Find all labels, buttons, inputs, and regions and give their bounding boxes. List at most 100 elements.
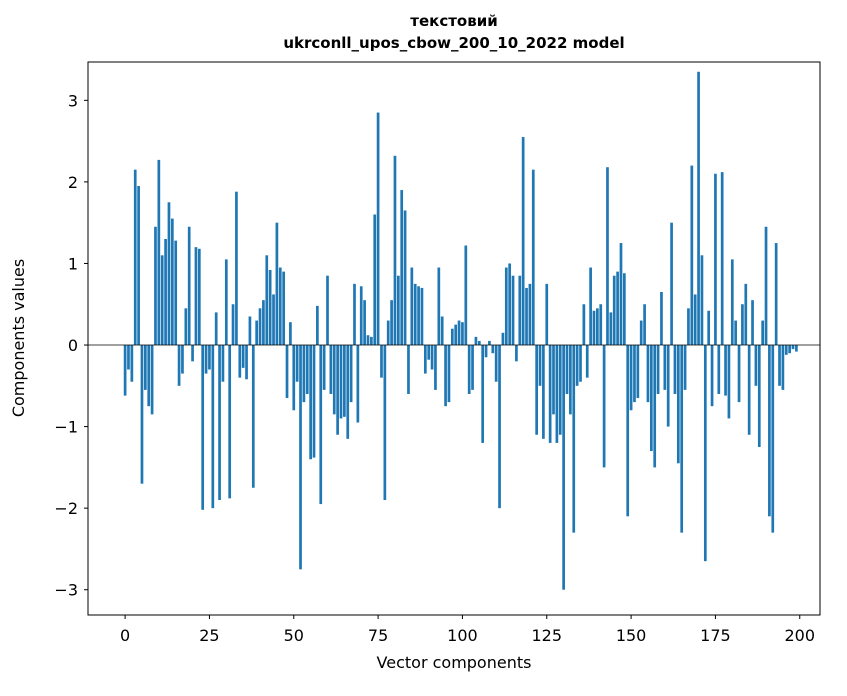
bar: [228, 345, 232, 499]
bar: [791, 345, 795, 350]
bar: [606, 167, 609, 346]
bar: [690, 165, 694, 346]
bar: [238, 345, 242, 378]
bar: [498, 345, 501, 509]
bar: [700, 255, 704, 346]
bar: [123, 345, 127, 396]
bar: [562, 345, 565, 590]
bar: [525, 287, 528, 346]
bar: [504, 267, 508, 346]
bar: [275, 222, 279, 346]
bar: [727, 345, 731, 419]
bar: [673, 345, 677, 394]
bar: [235, 191, 238, 346]
bar: [649, 345, 653, 452]
bar: [349, 345, 353, 403]
bar: [609, 312, 613, 346]
bar: [410, 267, 414, 346]
bar: [127, 345, 130, 370]
bar: [454, 324, 458, 346]
bar: [676, 345, 680, 464]
x-tick-label: 50: [284, 626, 304, 645]
bar: [278, 267, 282, 346]
bar: [197, 248, 201, 346]
bar: [194, 247, 198, 346]
bar: [295, 345, 299, 382]
bar: [585, 345, 589, 378]
bar: [245, 345, 248, 380]
bar: [646, 345, 650, 403]
x-axis-label: Vector components: [377, 653, 532, 672]
bar: [764, 226, 768, 346]
bar: [582, 304, 586, 346]
bar: [599, 304, 603, 346]
bar: [144, 345, 147, 390]
x-tick-label: 150: [616, 626, 647, 645]
bar: [734, 320, 738, 346]
bar: [741, 304, 744, 346]
bar: [417, 286, 420, 346]
bar: [747, 345, 751, 435]
bar: [724, 345, 727, 396]
bar: [616, 271, 619, 346]
x-tick-label: 75: [368, 626, 388, 645]
bar: [626, 345, 630, 517]
bar: [177, 345, 181, 386]
bar: [720, 172, 724, 346]
bar: [160, 255, 164, 346]
bar: [670, 222, 673, 346]
y-tick-label: −2: [54, 499, 78, 518]
bar: [231, 304, 235, 346]
bar: [187, 226, 191, 346]
bar: [336, 345, 339, 435]
bar: [241, 345, 245, 368]
y-tick-label: −3: [54, 581, 78, 600]
bar: [427, 345, 431, 360]
bar: [332, 345, 336, 415]
bar: [390, 300, 393, 346]
bar: [683, 345, 687, 390]
bar: [629, 345, 633, 411]
bar: [444, 345, 447, 407]
x-tick-label: 175: [700, 626, 731, 645]
bar: [437, 267, 441, 346]
bar: [430, 345, 434, 370]
y-tick-label: 3: [68, 91, 78, 110]
bar: [289, 322, 292, 346]
bar: [471, 345, 474, 390]
y-tick-label: −1: [54, 418, 78, 437]
bar: [147, 345, 151, 407]
bar: [413, 283, 417, 346]
bar: [751, 300, 754, 346]
bar: [737, 345, 741, 403]
bar: [467, 345, 471, 394]
bar: [542, 345, 545, 439]
bar: [596, 308, 599, 346]
bar: [170, 218, 174, 346]
bar: [687, 308, 690, 346]
bar: [157, 159, 161, 346]
bar: [370, 336, 373, 346]
bar: [757, 345, 761, 447]
bar: [457, 320, 461, 346]
bar: [538, 345, 542, 386]
bar: [474, 336, 478, 346]
bar: [623, 273, 626, 346]
bar: [774, 243, 778, 346]
bar: [211, 345, 215, 509]
bar: [488, 340, 491, 346]
bar: [434, 345, 437, 390]
bar: [450, 328, 454, 346]
y-tick-label: 0: [68, 336, 78, 355]
bar: [133, 169, 137, 346]
bar: [656, 345, 660, 394]
bar: [730, 259, 734, 346]
bar: [518, 275, 522, 346]
x-tick-label: 0: [120, 626, 130, 645]
bar: [795, 345, 798, 352]
bar: [400, 190, 404, 346]
bar: [285, 345, 289, 399]
bar: [754, 345, 758, 386]
bar: [191, 345, 194, 362]
